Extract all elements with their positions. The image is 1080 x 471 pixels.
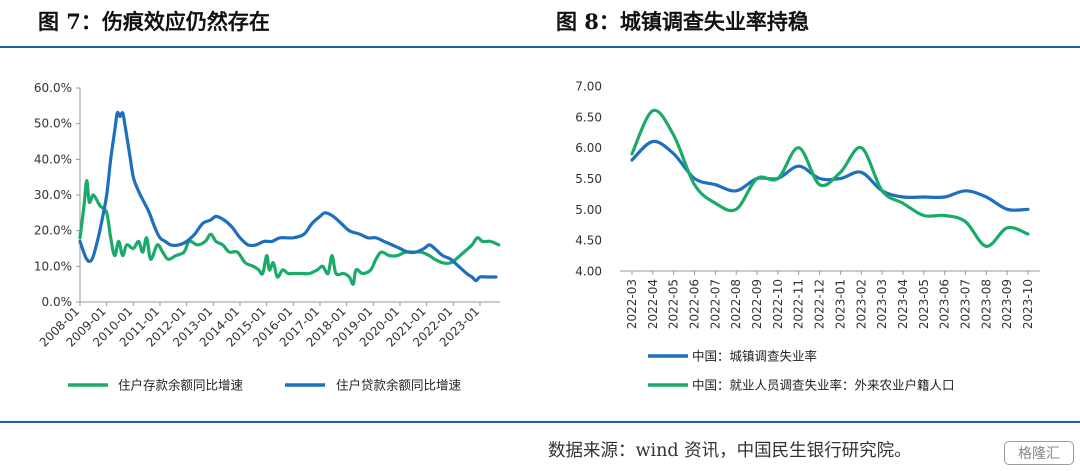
figure-8-title: 图 8：城镇调查失业率持稳 [556,9,809,34]
y-tick-label: 50.0% [34,117,72,131]
legend-label: 住户存款余额同比增速 [118,378,244,393]
y-tick-label: 30.0% [34,188,72,202]
figure-7-title: 图 7：伤痕效应仍然存在 [38,9,270,34]
y-tick-label: 4.00 [575,265,602,279]
x-tick-label: 2023-01 [833,279,847,329]
figure-7-svg: 0.0%10.0%20.0%30.0%40.0%50.0%60.0%2008-0… [34,81,501,393]
x-tick-label: 2023-04 [896,279,910,329]
y-tick-label: 6.50 [575,110,602,124]
bottom-divider [0,421,1080,423]
x-tick-label: 2023-03 [875,279,889,329]
series-line-urban-unemployment [630,139,1030,212]
x-tick-label: 2022-09 [750,279,764,329]
x-tick-label: 2022-11 [792,279,806,329]
x-tick-label: 2022-10 [771,279,785,329]
series-line-migrant-unemployment [630,108,1030,248]
x-tick-label: 2022-06 [688,279,702,329]
y-tick-label: 60.0% [34,81,72,95]
y-tick-label: 40.0% [34,152,72,166]
top-divider [0,46,1080,48]
series-line-household-deposits [78,179,501,286]
figure-8-chart: 4.00 4.50 5.00 5.50 6.00 6.50 7.00 2022-03 2022-… [540,50,1080,415]
source-note: 数据来源：wind 资讯，中国民生银行研究院。 [548,441,912,461]
legend-label: 住户贷款余额同比增速 [336,378,462,393]
x-tick-label: 2022-04 [646,279,660,329]
x-tick-label: 2022-12 [813,279,827,329]
y-tick-label: 0.0% [42,295,73,309]
x-tick-label: 2023-05 [917,279,931,329]
x-tick-label: 2022-03 [625,279,639,329]
y-tick-label: 4.50 [575,234,602,248]
y-tick-label: 20.0% [34,224,72,238]
x-tick-label: 2022-05 [667,279,681,329]
x-tick-label: 2023-09 [1000,279,1014,329]
watermark-logo: 格隆汇 [1004,441,1074,465]
x-tick-label: 2023-07 [958,279,972,329]
series-line-household-loans [78,110,498,283]
x-tick-label: 2023-08 [979,279,993,329]
y-tick-label: 5.00 [575,203,602,217]
y-tick-label: 6.00 [575,141,602,155]
figure-7-chart: 0.0% 10.0% 20.0% 30.0% 40.0% 50.0% 60.0% 2008-0… [0,50,520,415]
legend-label: 中国：就业人员调查失业率：外来农业户籍人口 [692,378,955,393]
y-tick-label: 10.0% [34,259,72,273]
y-tick-label: 5.50 [575,172,602,186]
figure-8-svg: 4.00 4.50 5.00 5.50 6.00 6.50 7.00 2022-03 2022-… [575,80,1040,393]
y-tick-label: 7.00 [575,80,602,94]
x-tick-label: 2022-08 [729,279,743,329]
x-tick-label: 2023-02 [854,279,868,329]
x-tick-label: 2022-07 [708,279,722,329]
x-tick-label: 2023-06 [938,279,952,329]
legend-label: 中国：城镇调查失业率 [692,349,817,364]
x-tick-label: 2023-10 [1021,279,1035,329]
